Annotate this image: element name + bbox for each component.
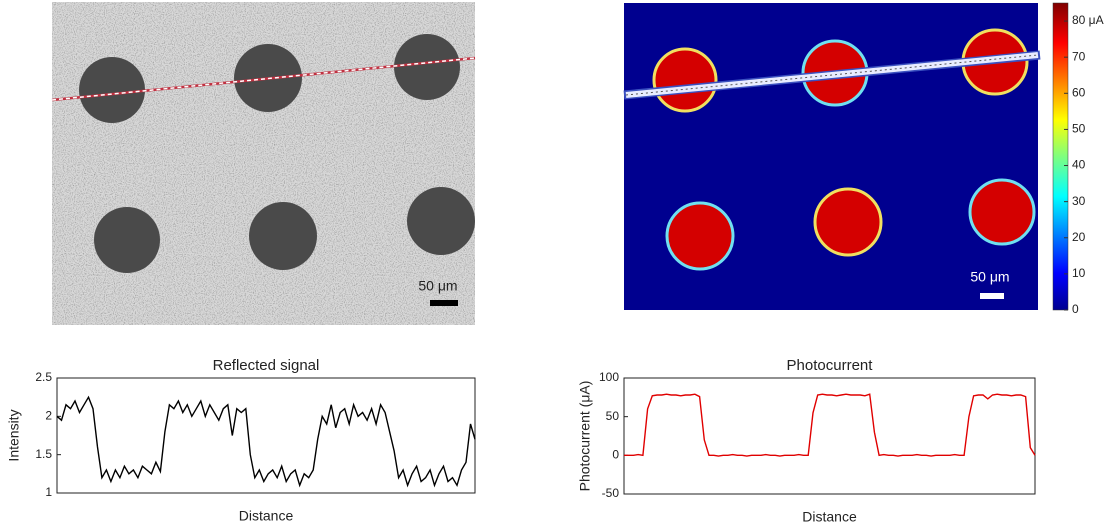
scale-bar-label: 50 μm: [418, 278, 457, 294]
y-tick-label: 2: [45, 409, 52, 423]
y-tick-label: 0: [612, 448, 619, 462]
y-tick-label: -50: [602, 486, 620, 500]
data-line: [624, 393, 1036, 457]
colorbar-tick-label: 20: [1072, 230, 1086, 244]
colorbar-tick-label: 60: [1072, 85, 1086, 99]
plot-frame: [56, 377, 476, 494]
colorbar: [1052, 2, 1069, 311]
y-axis-label: Photocurrent (μA): [577, 381, 593, 492]
y-axis-label: Intensity: [6, 409, 22, 461]
colorbar-tick-label: 80 μA: [1072, 13, 1104, 27]
colorbar-tick-label: 70: [1072, 49, 1086, 63]
colorbar-tick-label: 10: [1072, 266, 1086, 280]
y-tick-label: 1.5: [35, 447, 52, 461]
y-tick-label: 100: [599, 370, 619, 384]
colorbar-tick-label: 50: [1072, 122, 1086, 136]
chart-title: Reflected signal: [213, 357, 320, 374]
y-tick-label: 2.5: [35, 370, 52, 384]
y-tick-label: 1: [45, 485, 52, 499]
chart-title: Photocurrent: [787, 357, 874, 374]
reflection-image: 50 μm: [51, 2, 476, 325]
x-axis-label: Distance: [802, 509, 857, 525]
x-axis-label: Distance: [239, 508, 294, 524]
colorbar-tick-label: 40: [1072, 158, 1086, 172]
data-line: [56, 395, 476, 488]
photocurrent-map: 50 μm: [623, 2, 1069, 311]
colorbar-tick-label: 30: [1072, 194, 1086, 208]
plot-frame: [623, 377, 1036, 495]
y-tick-label: 50: [606, 409, 620, 423]
scale-bar-label: 50 μm: [970, 269, 1009, 285]
colorbar-tick-label: 0: [1072, 302, 1079, 316]
